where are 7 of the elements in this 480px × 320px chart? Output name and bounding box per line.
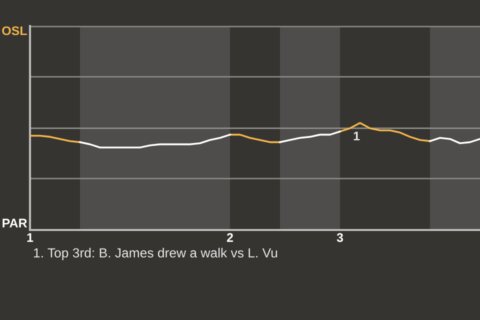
x-tick-label: 3 [336,233,344,242]
text: OSL [2,26,27,36]
x-tick-label: 1 [27,233,34,242]
text: 1. Top 3rd: B. James drew a walk vs L. Vu [34,248,278,260]
text: PAR [2,218,28,228]
annotation: 1 [354,132,360,140]
x-tick-label: 2 [226,233,233,242]
